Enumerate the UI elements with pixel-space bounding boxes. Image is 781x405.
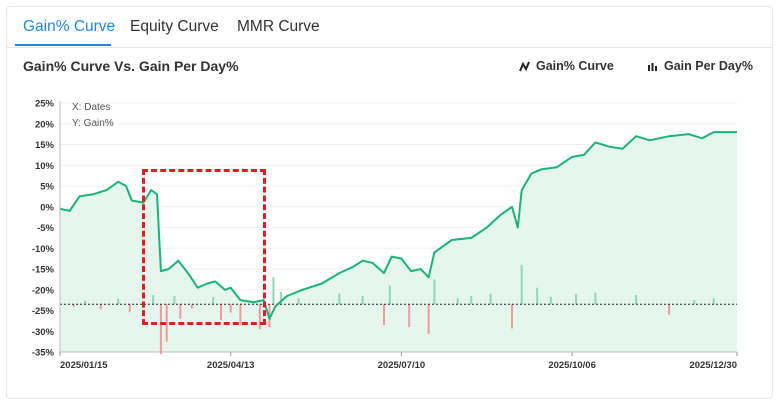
gain-per-day-bar [152, 295, 155, 305]
y-tick-label: -15% [32, 265, 55, 276]
x-tick-label: 2025/10/06 [548, 360, 596, 371]
legend-label-gain-curve: Gain% Curve [536, 59, 614, 73]
gain-per-day-bar [258, 304, 261, 330]
y-tick-label: 5% [40, 182, 54, 193]
y-tick-label: -25% [32, 306, 55, 317]
gain-per-day-bars [60, 264, 737, 355]
tab-gain-curve[interactable]: Gain% Curve [23, 18, 116, 35]
gain-per-day-bar [536, 287, 539, 305]
y-tick-label: 10% [35, 161, 55, 172]
gain-per-day-bar [427, 304, 430, 335]
gain-per-day-bar [280, 291, 283, 305]
gain-per-day-bar [361, 296, 364, 305]
y-tick-label: 0% [40, 202, 54, 213]
gain-per-day-bar [212, 296, 215, 305]
gain-curve-line [59, 131, 737, 320]
x-tick-label: 2025/04/13 [207, 360, 255, 371]
chart-title: Gain% Curve Vs. Gain Per Day% [23, 58, 239, 74]
gain-per-day-bar [383, 304, 385, 326]
gain-per-day-bar [128, 304, 131, 313]
gain-per-day-bar [165, 304, 168, 342]
chart-area-fill [60, 132, 737, 352]
x-tick-label: 2025/01/15 [60, 360, 108, 371]
gain-per-day-bar [239, 304, 242, 326]
gain-per-day-bar [338, 293, 341, 305]
gain-per-day-bar [159, 304, 162, 355]
gain-per-day-bar [297, 298, 300, 305]
gain-per-day-bar [84, 300, 87, 305]
gain-per-day-bar [433, 279, 436, 305]
y-tick-label: -20% [32, 285, 55, 296]
gain-per-day-bar [470, 296, 473, 305]
gain-per-day-bar [575, 293, 577, 305]
gain-per-day-bar [190, 304, 193, 309]
y-tick-label: -35% [32, 348, 55, 359]
legend-gain-per-day[interactable]: Gain Per Day% [647, 59, 753, 73]
gain-per-day-bar [179, 304, 182, 319]
gain-per-day-bar [388, 285, 391, 305]
bar-chart-icon [648, 62, 657, 71]
gain-per-day-bar [456, 298, 459, 305]
gain-per-day-bar [220, 304, 222, 321]
gain-per-day-bar [549, 296, 552, 305]
gain-per-day-bar [520, 264, 523, 305]
gain-per-day-bar [712, 298, 715, 305]
gain-per-day-bar [173, 296, 176, 305]
x-axis-note: X: Dates [72, 102, 110, 113]
tab-equity-curve[interactable]: Equity Curve [130, 18, 219, 35]
y-tick-label: 15% [35, 140, 55, 151]
y-axis-note: Y: Gain% [72, 118, 114, 129]
y-tick-label: -30% [32, 327, 55, 338]
gain-area [60, 132, 737, 352]
x-tick-label: 2025/12/30 [689, 360, 737, 371]
legend-label-gain-per-day: Gain Per Day% [664, 59, 753, 73]
gain-per-day-bar [489, 293, 492, 305]
active-tab-indicator [15, 44, 111, 46]
gain-per-day-bar [511, 304, 513, 329]
y-tick-label: 25% [35, 99, 55, 110]
gain-per-day-bar [142, 304, 145, 309]
gain-per-day-bar [272, 277, 275, 305]
tab-bar: Gain% Curve Equity Curve MMR Curve [7, 7, 772, 48]
y-tick-label: -10% [32, 244, 55, 255]
gain-per-day-bar [72, 304, 75, 307]
chart-axes: 25% 20% 15% 10% 5% 0% -5% -10% -15% -20% -25% -30% -… [32, 99, 738, 371]
line-chart-icon [519, 61, 530, 71]
gain-per-day-bar [99, 304, 102, 310]
gain-per-day-bar [635, 295, 638, 305]
gain-per-day-bar [668, 304, 671, 315]
gain-per-day-bar [693, 300, 696, 305]
legend-gain-curve[interactable]: Gain% Curve [519, 59, 614, 73]
gain-per-day-bar [229, 304, 232, 313]
y-tick-label: -5% [37, 223, 54, 234]
gain-curve-path [59, 131, 737, 320]
gain-per-day-bar [117, 298, 120, 305]
y-tick-label: 20% [35, 119, 55, 130]
gain-per-day-bar [408, 304, 411, 328]
tab-mmr-curve[interactable]: MMR Curve [237, 18, 320, 35]
gain-per-day-bar [594, 292, 597, 305]
x-tick-label: 2025/07/10 [378, 360, 426, 371]
